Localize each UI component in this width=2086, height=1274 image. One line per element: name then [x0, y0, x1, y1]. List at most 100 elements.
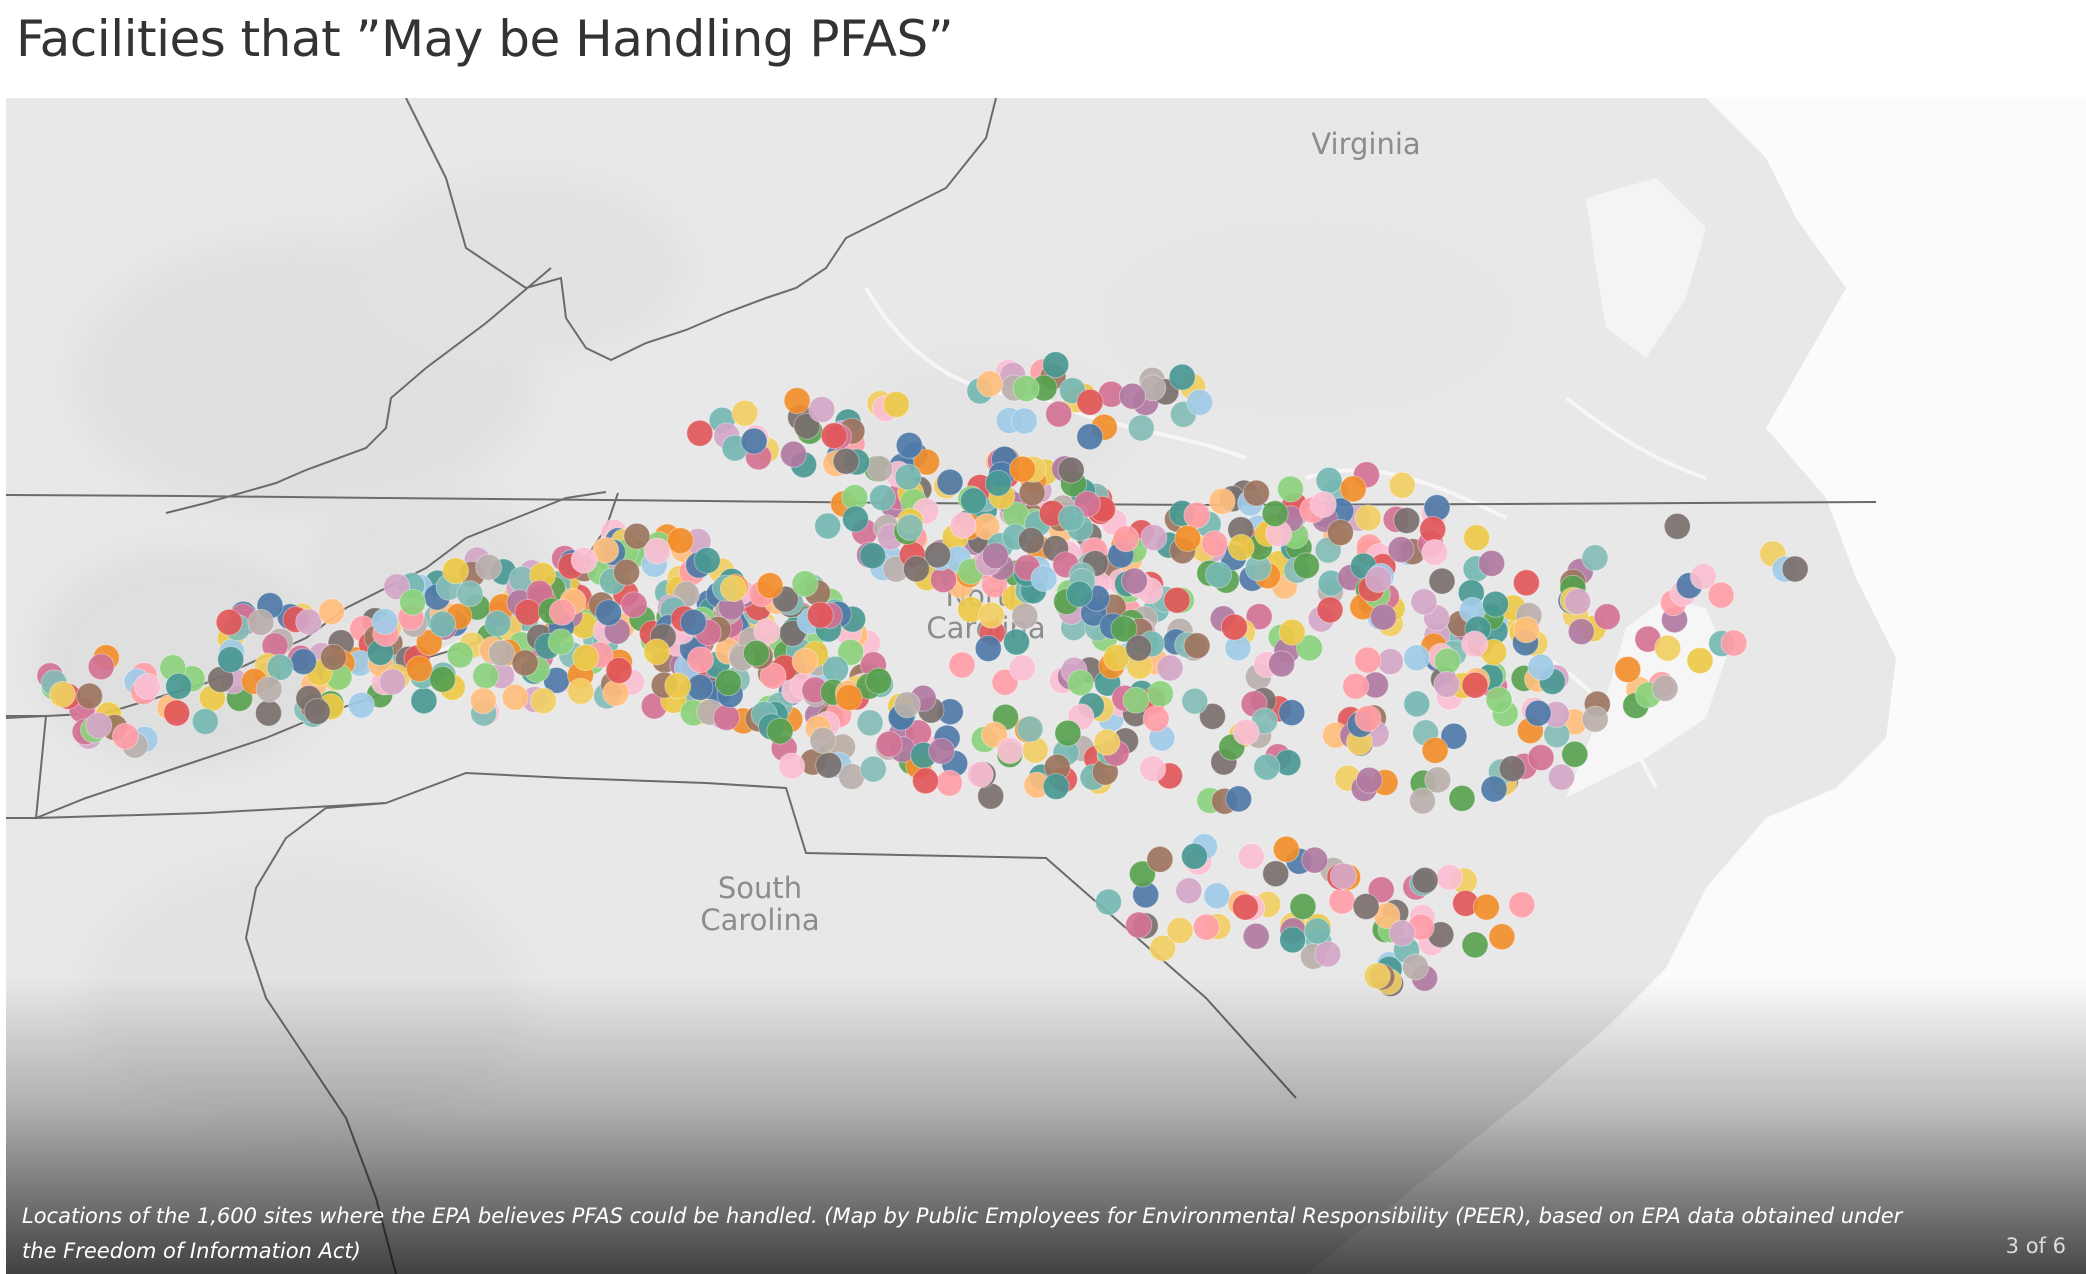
facility-marker[interactable]: [981, 542, 1009, 570]
facility-marker[interactable]: [978, 601, 1005, 629]
facility-marker[interactable]: [87, 653, 115, 681]
facility-marker[interactable]: [1030, 565, 1058, 592]
facility-marker[interactable]: [1017, 527, 1045, 554]
facility-marker[interactable]: [1707, 581, 1735, 609]
facility-marker[interactable]: [1614, 656, 1642, 683]
facility-marker[interactable]: [806, 601, 834, 629]
facility-marker[interactable]: [567, 677, 595, 705]
facility-marker[interactable]: [1296, 634, 1323, 662]
facility-marker[interactable]: [1463, 524, 1491, 552]
facility-marker[interactable]: [1478, 549, 1506, 577]
facility-marker[interactable]: [1268, 650, 1296, 678]
facility-marker[interactable]: [76, 682, 103, 710]
facility-marker[interactable]: [815, 751, 843, 779]
facility-marker[interactable]: [446, 641, 474, 669]
facility-marker[interactable]: [865, 667, 893, 695]
facility-marker[interactable]: [948, 651, 976, 679]
facility-marker[interactable]: [247, 608, 275, 636]
facility-marker[interactable]: [1480, 775, 1508, 803]
facility-marker[interactable]: [869, 484, 896, 512]
facility-marker[interactable]: [1354, 646, 1382, 674]
facility-marker[interactable]: [484, 610, 512, 637]
facility-marker[interactable]: [1186, 388, 1214, 416]
facility-marker[interactable]: [572, 644, 600, 672]
facility-marker[interactable]: [383, 573, 411, 601]
facility-marker[interactable]: [856, 709, 884, 737]
facility-marker[interactable]: [1461, 931, 1489, 959]
facility-marker[interactable]: [1448, 784, 1476, 812]
facility-marker[interactable]: [882, 391, 910, 418]
facility-marker[interactable]: [949, 511, 977, 539]
facility-marker[interactable]: [1149, 934, 1177, 962]
facility-marker[interactable]: [1567, 618, 1595, 646]
facility-marker[interactable]: [488, 639, 516, 667]
facility-marker[interactable]: [935, 769, 963, 797]
facility-marker[interactable]: [1309, 490, 1337, 518]
facility-marker[interactable]: [255, 699, 282, 727]
facility-marker[interactable]: [442, 557, 469, 585]
facility-marker[interactable]: [1103, 644, 1130, 671]
facility-marker[interactable]: [1433, 647, 1461, 675]
facility-marker[interactable]: [1421, 539, 1449, 566]
facility-marker[interactable]: [753, 618, 781, 645]
facility-marker[interactable]: [1183, 632, 1211, 660]
facility-marker[interactable]: [996, 737, 1024, 764]
facility-marker[interactable]: [1654, 634, 1682, 662]
facility-marker[interactable]: [809, 726, 837, 754]
facility-marker[interactable]: [1388, 919, 1416, 947]
facility-marker[interactable]: [1166, 917, 1194, 944]
facility-marker[interactable]: [1042, 773, 1070, 800]
facility-marker[interactable]: [1301, 846, 1329, 874]
facility-marker[interactable]: [936, 468, 964, 496]
facility-marker[interactable]: [1342, 672, 1370, 700]
facility-marker[interactable]: [912, 767, 939, 795]
facility-marker[interactable]: [472, 662, 500, 690]
facility-marker[interactable]: [1403, 690, 1431, 718]
facility-marker[interactable]: [1498, 755, 1526, 783]
facility-marker[interactable]: [165, 672, 193, 700]
facility-marker[interactable]: [1183, 501, 1211, 529]
facility-marker[interactable]: [1314, 940, 1342, 968]
facility-marker[interactable]: [347, 691, 375, 719]
facility-marker[interactable]: [1237, 843, 1265, 870]
facility-marker[interactable]: [1245, 603, 1273, 631]
facility-marker[interactable]: [991, 668, 1019, 696]
facility-marker[interactable]: [974, 635, 1002, 662]
facility-marker[interactable]: [1076, 388, 1104, 416]
facility-marker[interactable]: [1262, 860, 1290, 888]
facility-marker[interactable]: [1424, 766, 1452, 794]
facility-marker[interactable]: [1488, 923, 1516, 951]
facility-marker[interactable]: [215, 608, 243, 636]
facility-marker[interactable]: [1354, 705, 1382, 732]
facility-marker[interactable]: [875, 730, 903, 758]
map-canvas[interactable]: Virginia North Carolina South Carolina: [6, 98, 2086, 1274]
facility-marker[interactable]: [1139, 755, 1167, 783]
facility-marker[interactable]: [379, 668, 406, 696]
facility-marker[interactable]: [1355, 766, 1383, 794]
facility-marker[interactable]: [371, 608, 399, 635]
facility-marker[interactable]: [731, 399, 759, 427]
facility-marker[interactable]: [1125, 634, 1153, 662]
facility-marker[interactable]: [1093, 728, 1121, 756]
map-frame[interactable]: Virginia North Carolina South Carolina: [6, 98, 2086, 1274]
facility-marker[interactable]: [1686, 647, 1714, 675]
facility-marker[interactable]: [217, 646, 245, 673]
facility-marker[interactable]: [1409, 787, 1436, 815]
facility-marker[interactable]: [1524, 699, 1552, 727]
facility-marker[interactable]: [613, 558, 641, 586]
facility-marker[interactable]: [1127, 414, 1155, 442]
facility-marker[interactable]: [1042, 351, 1070, 379]
facility-marker[interactable]: [1253, 753, 1281, 781]
facility-marker[interactable]: [410, 687, 438, 715]
facility-marker[interactable]: [778, 752, 806, 780]
facility-marker[interactable]: [1199, 702, 1226, 730]
facility-marker[interactable]: [1339, 475, 1367, 503]
facility-marker[interactable]: [1410, 588, 1438, 616]
facility-marker[interactable]: [602, 679, 630, 707]
facility-marker[interactable]: [1369, 603, 1397, 631]
facility-marker[interactable]: [295, 608, 323, 636]
facility-marker[interactable]: [679, 608, 707, 636]
facility-marker[interactable]: [814, 512, 842, 540]
facility-marker[interactable]: [1485, 686, 1513, 714]
facility-marker[interactable]: [791, 647, 819, 675]
